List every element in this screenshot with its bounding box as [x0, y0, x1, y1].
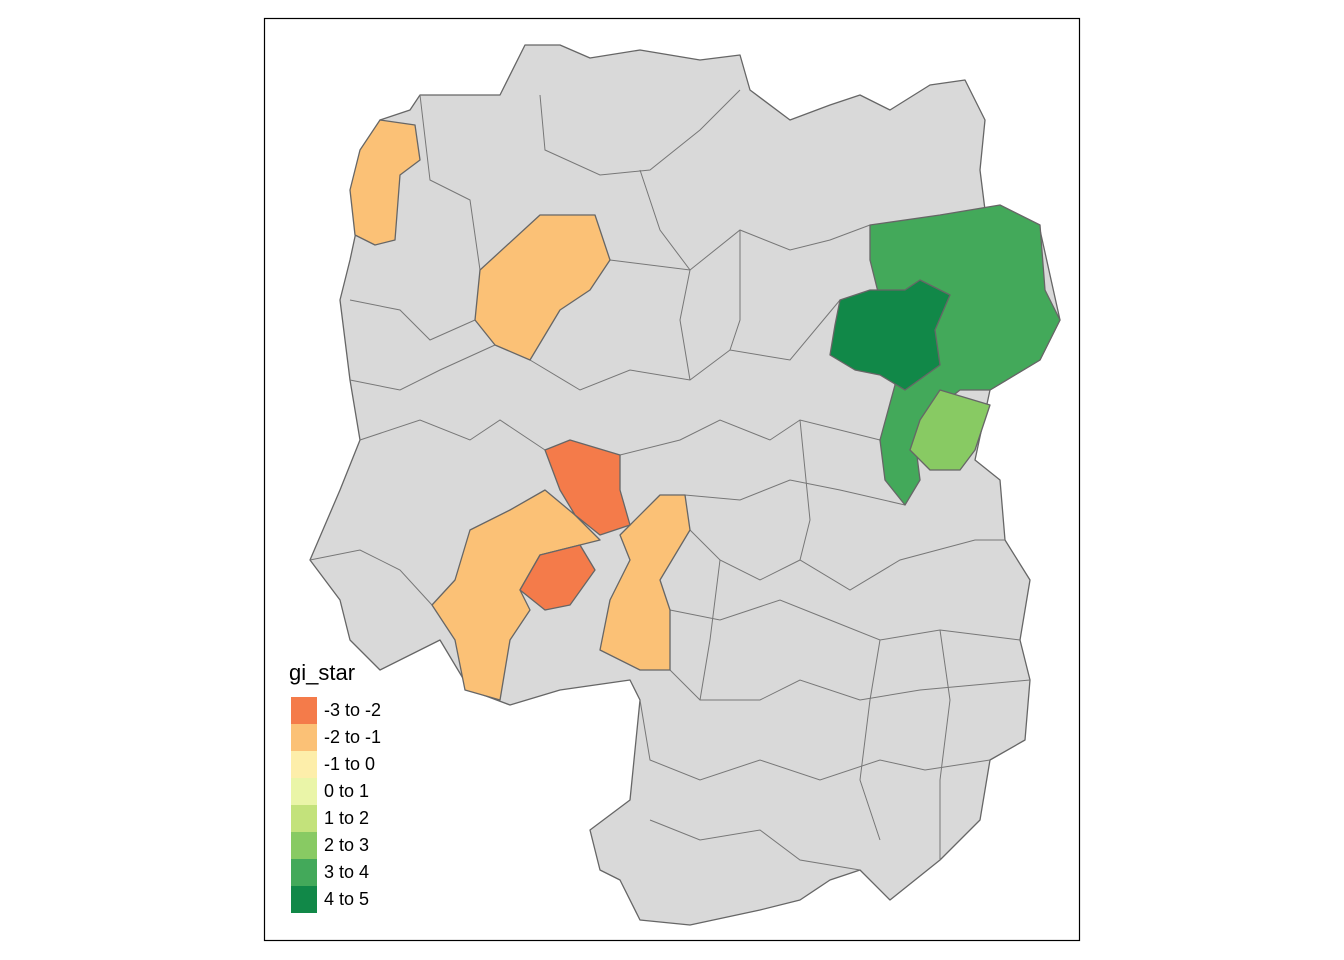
region-sw [431, 489, 601, 701]
legend-swatch [291, 751, 317, 778]
legend-label: -1 to 0 [324, 754, 375, 774]
legend-label: -3 to -2 [324, 700, 381, 720]
legend-swatch [291, 778, 317, 805]
legend-swatch [291, 859, 317, 886]
legend-label: -2 to -1 [324, 727, 381, 747]
classed-regions [349, 119, 1061, 701]
legend-swatch [291, 886, 317, 913]
region-central-a [544, 439, 631, 536]
region-central-b [519, 544, 596, 611]
legend: gi_star -3 to -2 -2 to -1 -1 to 0 0 to 1 1 t… [289, 660, 381, 913]
region-south-central [599, 494, 691, 671]
region-ne-core [829, 279, 951, 391]
legend-swatch [291, 697, 317, 724]
legend-title: gi_star [289, 660, 355, 685]
legend-label: 1 to 2 [324, 808, 369, 828]
legend-label: 0 to 1 [324, 781, 369, 801]
region-east [909, 389, 991, 471]
county-borders [309, 89, 1031, 871]
legend-label: 4 to 5 [324, 889, 369, 909]
region-north-central [474, 214, 611, 361]
region-nw [349, 119, 421, 246]
legend-swatch [291, 724, 317, 751]
legend-swatch [291, 832, 317, 859]
legend-swatch [291, 805, 317, 832]
legend-label: 3 to 4 [324, 862, 369, 882]
legend-label: 2 to 3 [324, 835, 369, 855]
